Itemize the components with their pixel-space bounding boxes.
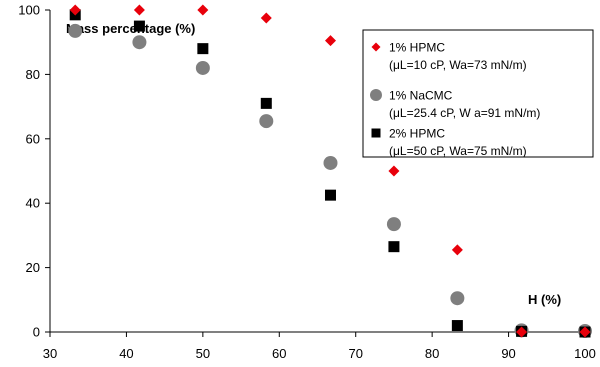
circle-data-point bbox=[68, 23, 83, 38]
square-data-point bbox=[324, 189, 336, 201]
y-tick-label: 20 bbox=[26, 260, 40, 275]
diamond-data-point bbox=[451, 244, 463, 256]
x-tick-label: 30 bbox=[43, 346, 57, 361]
legend-series-name: 2% HPMC bbox=[389, 127, 445, 141]
x-tick-label: 100 bbox=[574, 346, 596, 361]
x-tick-label: 70 bbox=[348, 346, 362, 361]
x-axis-title: H (%) bbox=[528, 292, 561, 307]
diamond-data-point bbox=[388, 165, 400, 177]
legend-marker-square bbox=[371, 128, 381, 138]
diamond-data-point bbox=[197, 4, 209, 16]
legend-box bbox=[362, 29, 594, 158]
square-data-point bbox=[388, 241, 400, 253]
legend-series-name: 1% HPMC bbox=[389, 41, 445, 55]
square-data-point bbox=[451, 320, 463, 332]
circle-data-point bbox=[259, 114, 274, 129]
legend-series-detail: (μL=50 cP, Wa=75 mN/m) bbox=[389, 144, 527, 158]
y-axis-title: Mass percentage (%) bbox=[66, 21, 195, 36]
x-tick-label: 40 bbox=[119, 346, 133, 361]
y-tick-label: 80 bbox=[26, 67, 40, 82]
y-tick-label: 60 bbox=[26, 131, 40, 146]
square-data-point bbox=[260, 97, 272, 109]
diamond-data-point bbox=[133, 4, 145, 16]
legend-marker-diamond bbox=[371, 42, 381, 52]
square-data-point bbox=[133, 20, 145, 32]
diamond-data-point bbox=[69, 4, 81, 16]
diamond-data-point bbox=[260, 12, 272, 24]
tick-labels: 0 20 40 60 80 100 30 40 50 60 70 80 90 100 bbox=[18, 3, 596, 362]
legend-series-name: 1% NaCMC bbox=[389, 89, 453, 103]
axes bbox=[45, 9, 586, 337]
x-tick-label: 80 bbox=[425, 346, 439, 361]
x-tick-label: 60 bbox=[272, 346, 286, 361]
x-tick-label: 50 bbox=[196, 346, 210, 361]
circle-data-point bbox=[323, 155, 338, 170]
y-tick-label: 0 bbox=[33, 325, 40, 340]
circle-data-point bbox=[450, 291, 465, 306]
circle-data-point bbox=[132, 35, 147, 50]
square-data-point bbox=[197, 43, 209, 55]
legend-marker-circle bbox=[370, 89, 382, 101]
y-tick-label: 40 bbox=[26, 196, 40, 211]
legend-series-detail: (μL=10 cP, Wa=73 mN/m) bbox=[389, 58, 527, 72]
diamond-data-point bbox=[579, 326, 591, 338]
legend: 1% HPMC (μL=10 cP, Wa=73 mN/m) 1% NaCMC (μL… bbox=[362, 29, 594, 158]
data-markers bbox=[68, 4, 592, 339]
diamond-data-point bbox=[516, 326, 528, 338]
circle-data-point bbox=[195, 60, 210, 75]
legend-series-detail: (μL=25.4 cP, W a=91 mN/m) bbox=[389, 106, 540, 120]
y-tick-label: 100 bbox=[18, 3, 40, 18]
circle-data-point bbox=[386, 217, 401, 232]
x-tick-label: 90 bbox=[501, 346, 515, 361]
diamond-data-point bbox=[324, 35, 336, 47]
